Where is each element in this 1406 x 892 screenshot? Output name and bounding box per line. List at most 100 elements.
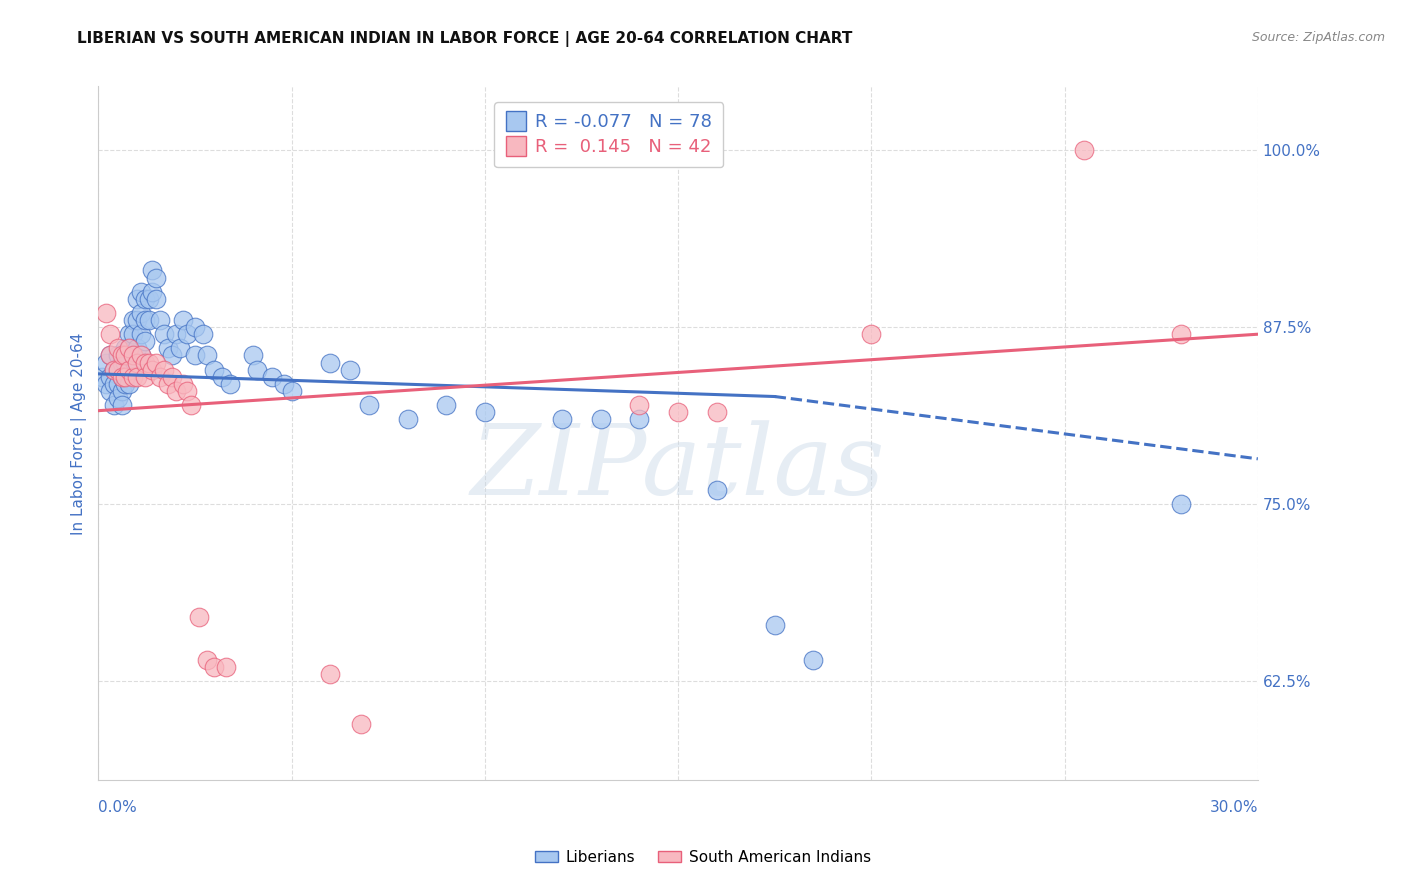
- Point: [202, 362, 225, 376]
- Point: [103, 362, 125, 376]
- Point: [141, 263, 163, 277]
- Point: [122, 362, 145, 376]
- Point: [98, 327, 121, 342]
- Point: [551, 412, 574, 426]
- Point: [91, 369, 114, 384]
- Point: [339, 362, 361, 376]
- Point: [156, 342, 179, 356]
- Point: [129, 348, 152, 362]
- Point: [706, 483, 728, 497]
- Point: [145, 270, 167, 285]
- Point: [172, 313, 194, 327]
- Point: [628, 398, 651, 412]
- Point: [801, 653, 824, 667]
- Point: [280, 384, 302, 398]
- Point: [129, 327, 152, 342]
- Point: [1170, 327, 1192, 342]
- Text: 30.0%: 30.0%: [1209, 800, 1258, 814]
- Point: [763, 617, 786, 632]
- Point: [107, 348, 129, 362]
- Point: [396, 412, 419, 426]
- Point: [125, 292, 148, 306]
- Point: [110, 369, 132, 384]
- Point: [1170, 497, 1192, 511]
- Point: [110, 355, 132, 369]
- Point: [474, 405, 496, 419]
- Point: [187, 610, 209, 624]
- Point: [103, 362, 125, 376]
- Point: [180, 398, 202, 412]
- Point: [246, 362, 269, 376]
- Point: [118, 362, 141, 376]
- Point: [107, 376, 129, 391]
- Point: [202, 660, 225, 674]
- Point: [114, 376, 136, 391]
- Point: [98, 384, 121, 398]
- Point: [94, 355, 117, 369]
- Point: [129, 306, 152, 320]
- Point: [129, 348, 152, 362]
- Point: [122, 313, 145, 327]
- Point: [134, 313, 156, 327]
- Legend: Liberians, South American Indians: Liberians, South American Indians: [529, 844, 877, 871]
- Point: [319, 667, 342, 681]
- Text: ZIPatlas: ZIPatlas: [471, 420, 886, 516]
- Point: [98, 348, 121, 362]
- Point: [107, 342, 129, 356]
- Text: LIBERIAN VS SOUTH AMERICAN INDIAN IN LABOR FORCE | AGE 20-64 CORRELATION CHART: LIBERIAN VS SOUTH AMERICAN INDIAN IN LAB…: [77, 31, 852, 47]
- Point: [706, 405, 728, 419]
- Point: [169, 342, 191, 356]
- Point: [176, 384, 198, 398]
- Point: [184, 348, 207, 362]
- Point: [107, 391, 129, 405]
- Point: [110, 398, 132, 412]
- Point: [165, 384, 187, 398]
- Point: [273, 376, 295, 391]
- Point: [110, 348, 132, 362]
- Point: [215, 660, 238, 674]
- Point: [138, 355, 160, 369]
- Point: [160, 348, 183, 362]
- Point: [118, 342, 141, 356]
- Point: [319, 355, 342, 369]
- Point: [125, 313, 148, 327]
- Point: [110, 384, 132, 398]
- Point: [434, 398, 457, 412]
- Point: [176, 327, 198, 342]
- Point: [94, 306, 117, 320]
- Y-axis label: In Labor Force | Age 20-64: In Labor Force | Age 20-64: [72, 332, 87, 534]
- Point: [145, 292, 167, 306]
- Point: [118, 342, 141, 356]
- Point: [122, 327, 145, 342]
- Legend: R = -0.077   N = 78, R =  0.145   N = 42: R = -0.077 N = 78, R = 0.145 N = 42: [494, 103, 723, 167]
- Point: [138, 313, 160, 327]
- Point: [191, 327, 214, 342]
- Point: [666, 405, 689, 419]
- Point: [218, 376, 240, 391]
- Point: [103, 376, 125, 391]
- Point: [1073, 143, 1095, 157]
- Point: [98, 369, 121, 384]
- Point: [125, 342, 148, 356]
- Point: [118, 327, 141, 342]
- Point: [860, 327, 883, 342]
- Point: [107, 362, 129, 376]
- Point: [98, 348, 121, 362]
- Point: [141, 285, 163, 299]
- Point: [242, 348, 264, 362]
- Point: [114, 355, 136, 369]
- Point: [195, 348, 218, 362]
- Point: [184, 320, 207, 334]
- Point: [94, 376, 117, 391]
- Point: [195, 653, 218, 667]
- Point: [211, 369, 233, 384]
- Point: [628, 412, 651, 426]
- Point: [118, 376, 141, 391]
- Point: [156, 376, 179, 391]
- Point: [165, 327, 187, 342]
- Point: [122, 369, 145, 384]
- Point: [134, 292, 156, 306]
- Point: [145, 355, 167, 369]
- Point: [160, 369, 183, 384]
- Point: [114, 342, 136, 356]
